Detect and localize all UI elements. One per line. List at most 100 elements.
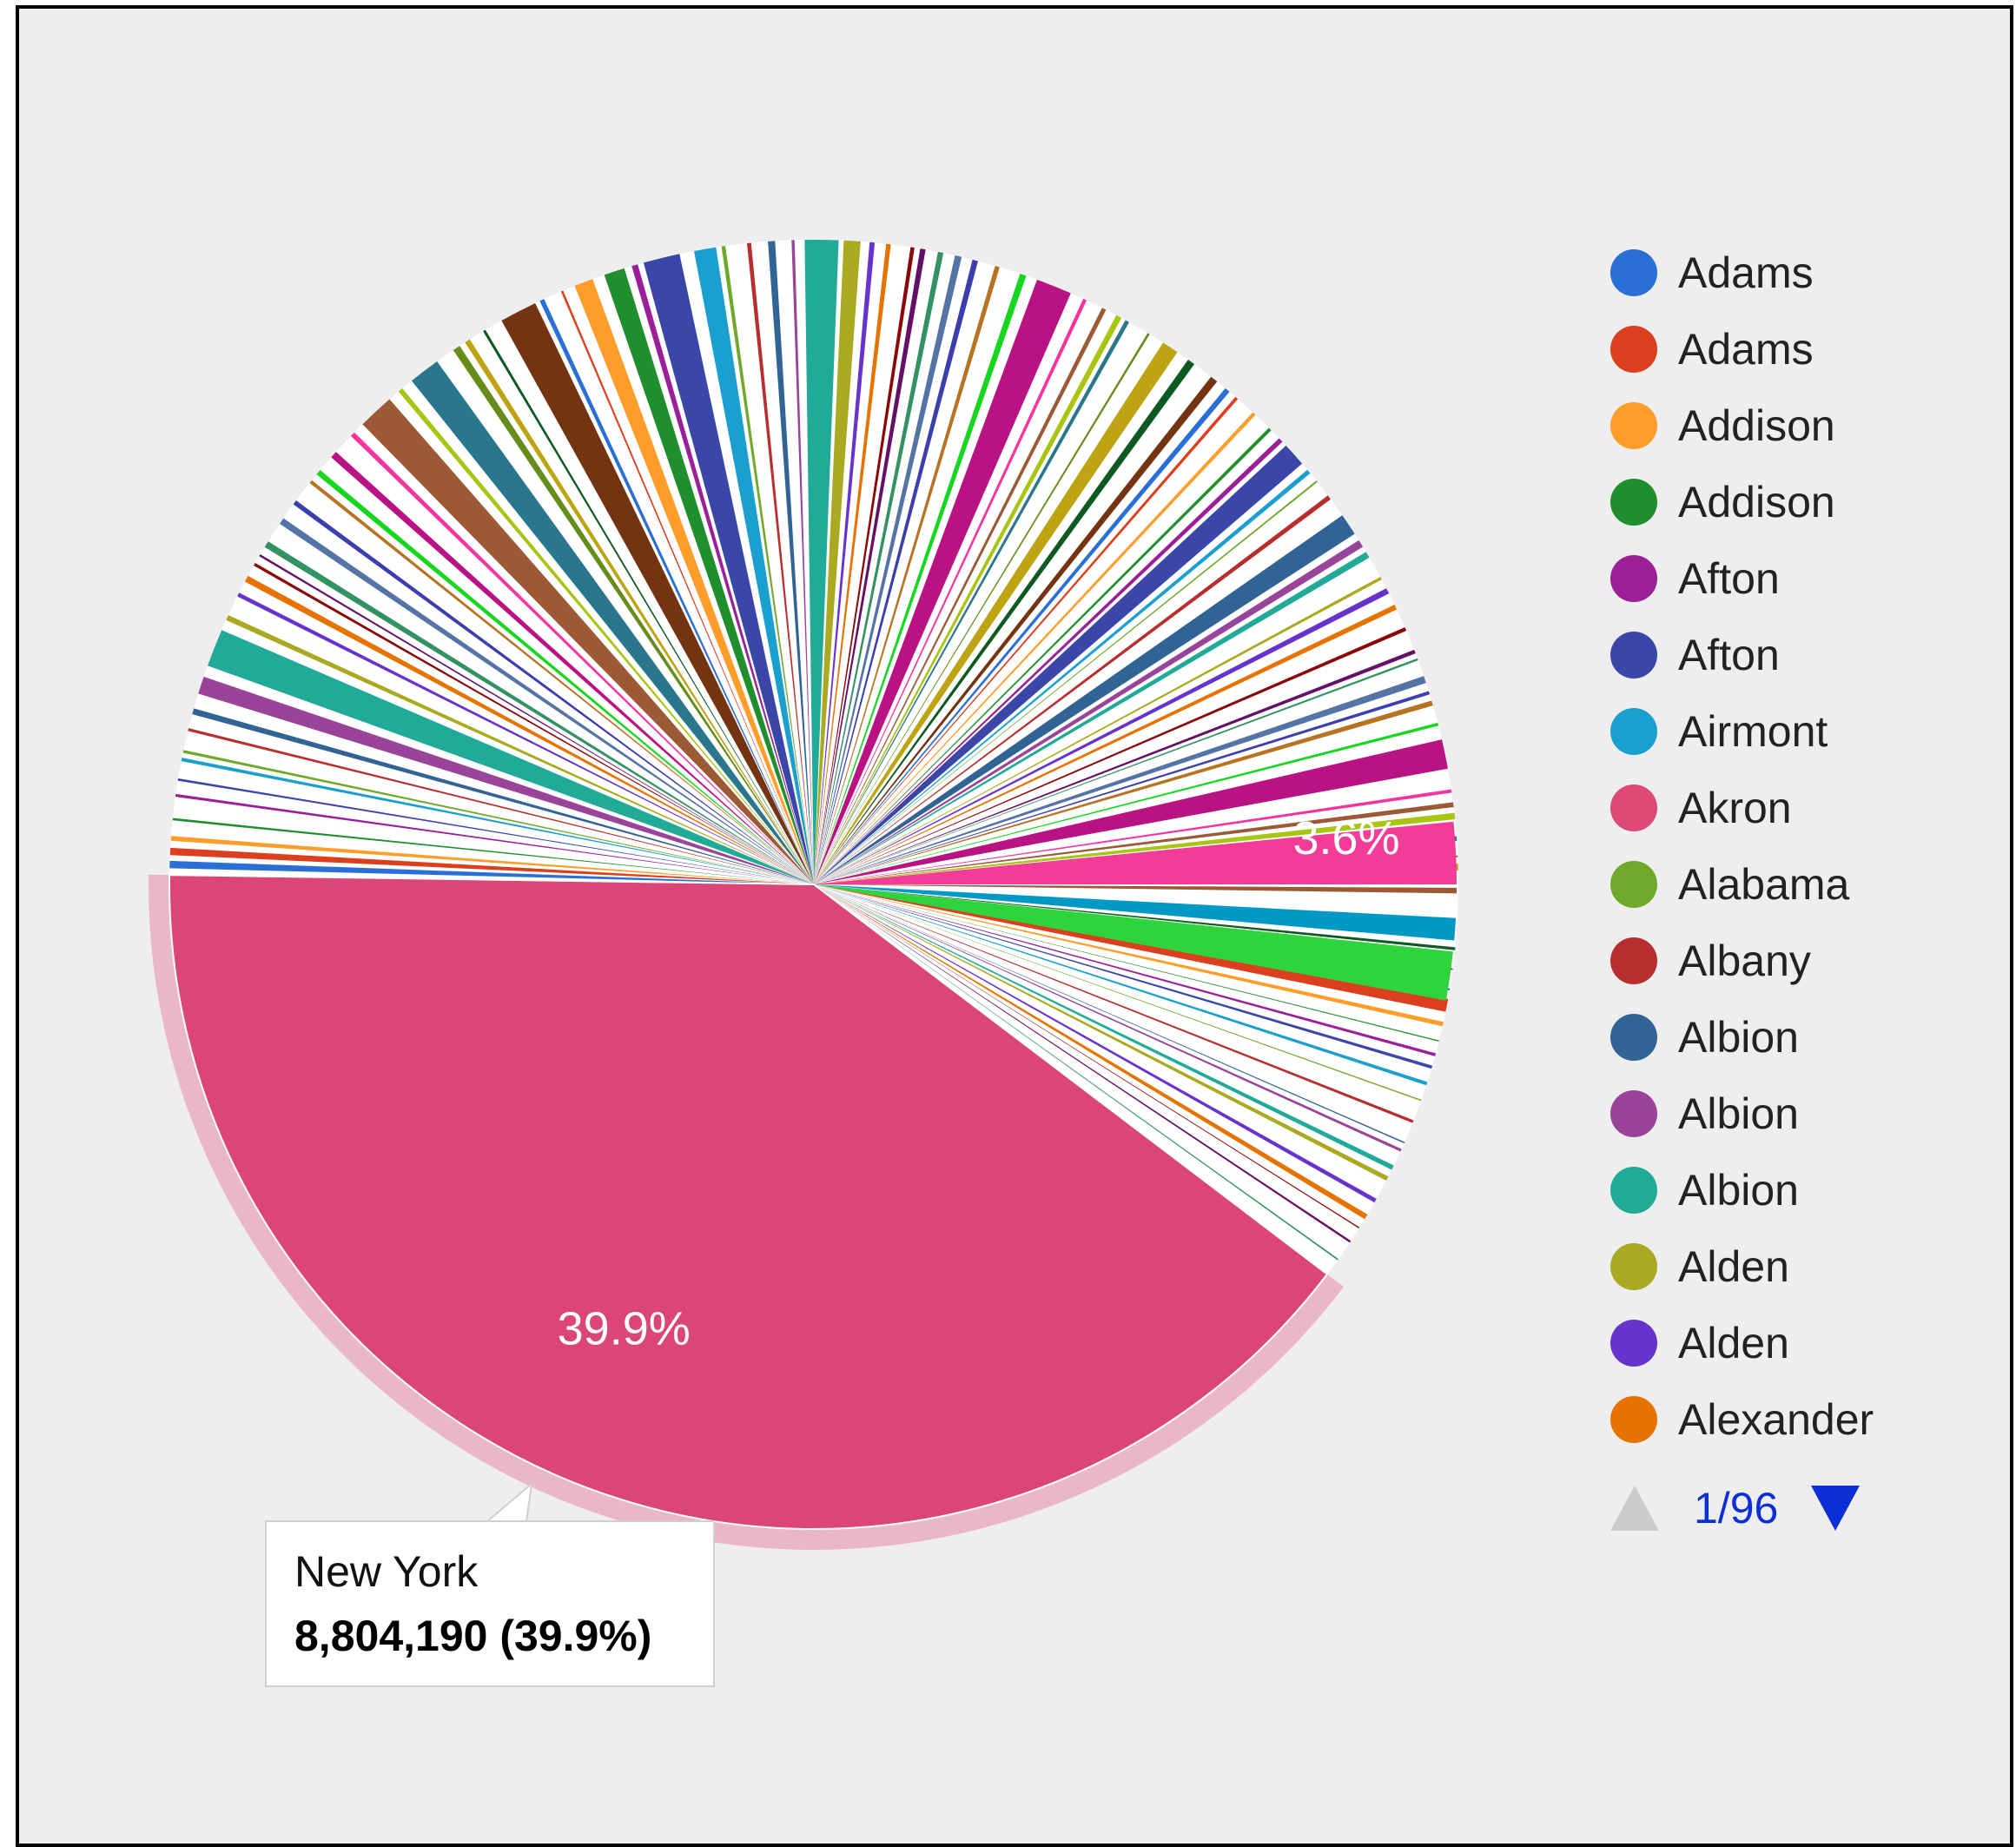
pie-slice[interactable] (814, 884, 1422, 1102)
pie-slice[interactable] (814, 251, 944, 884)
pie-slice[interactable] (574, 279, 814, 884)
pie-slice[interactable] (814, 884, 1389, 1182)
pie-slice[interactable] (188, 728, 814, 884)
legend-item[interactable]: Alabama (1610, 846, 1874, 923)
pie-slice[interactable] (814, 552, 1370, 884)
pie-slice[interactable] (643, 254, 814, 884)
pie-slice[interactable] (814, 884, 1405, 1143)
pie-slice[interactable] (814, 333, 1150, 884)
legend-item[interactable]: Addison (1610, 464, 1874, 540)
page-down-icon[interactable] (1811, 1486, 1861, 1531)
pie-slice-second[interactable] (814, 821, 1457, 884)
pie-slice[interactable] (814, 802, 1454, 884)
pie-slice[interactable] (814, 298, 1087, 884)
pie-slice[interactable] (814, 884, 1456, 941)
pie-slice[interactable] (814, 255, 962, 884)
pie-slice[interactable] (182, 750, 814, 884)
pie-slice[interactable] (814, 248, 926, 884)
pie-slice[interactable] (244, 575, 815, 884)
pie-slice[interactable] (226, 615, 814, 884)
pie-slice[interactable] (814, 884, 1428, 1086)
pie-slice[interactable] (814, 588, 1390, 884)
pie-slice[interactable] (814, 438, 1283, 884)
pie-slice[interactable] (814, 396, 1239, 884)
page-up-icon[interactable] (1610, 1486, 1659, 1531)
pie-slice[interactable] (814, 342, 1178, 884)
pie-slice[interactable] (814, 412, 1256, 884)
pie-slice[interactable] (814, 279, 1071, 884)
pie-slice[interactable] (814, 649, 1416, 884)
pie-slice[interactable] (331, 452, 814, 884)
legend-item[interactable]: Afton (1610, 617, 1874, 693)
pie-slice[interactable] (814, 495, 1332, 884)
pie-slice[interactable] (814, 308, 1107, 884)
pie-slice[interactable] (181, 758, 815, 884)
pie-slice-new-york[interactable] (169, 874, 1329, 1530)
pie-slice[interactable] (254, 563, 814, 884)
pie-slice[interactable] (411, 361, 814, 884)
pie-slice[interactable] (264, 541, 815, 884)
pie-slice[interactable] (483, 329, 814, 885)
legend-item[interactable]: Alden (1610, 1305, 1874, 1381)
pie-slice[interactable] (237, 592, 815, 884)
pie-slice[interactable] (814, 605, 1398, 884)
pie-slice[interactable] (814, 884, 1449, 1012)
pie-slice[interactable] (814, 265, 1000, 884)
pie-slice[interactable] (259, 554, 814, 884)
pie-slice[interactable] (501, 302, 814, 884)
legend-item[interactable]: Albion (1610, 1152, 1874, 1228)
pie-slice[interactable] (814, 884, 1453, 1001)
pie-slice[interactable] (721, 246, 814, 884)
pie-slice[interactable] (814, 884, 1360, 1228)
pie-slice[interactable] (814, 884, 1394, 1170)
pie-slice[interactable] (604, 268, 814, 884)
pie-slice[interactable] (814, 884, 1456, 950)
pie-slice[interactable] (177, 778, 815, 884)
pie-slice[interactable] (198, 676, 815, 884)
pie-slice[interactable] (814, 691, 1431, 884)
pie-slice[interactable] (814, 884, 1402, 1152)
pie-slice[interactable] (814, 739, 1448, 884)
pie-slice[interactable] (279, 518, 814, 884)
pie-slice[interactable] (814, 884, 1368, 1220)
pie-slice[interactable] (814, 884, 1439, 1042)
pie-slice[interactable] (172, 818, 814, 884)
legend-item[interactable]: Albany (1610, 923, 1874, 999)
pie-slice[interactable] (814, 314, 1122, 885)
legend-item[interactable]: Addison (1610, 387, 1874, 464)
legend-item[interactable]: Adams (1610, 311, 1874, 387)
pie-slice[interactable] (169, 847, 814, 884)
pie-slice[interactable] (814, 884, 1352, 1243)
pie-slice[interactable] (169, 860, 815, 884)
pie-slice[interactable] (694, 247, 814, 884)
pie-slice[interactable] (814, 812, 1456, 884)
pie-slice[interactable] (814, 515, 1355, 884)
pie-slice[interactable] (814, 884, 1338, 1261)
pie-slice[interactable] (453, 346, 814, 884)
pie-slice[interactable] (350, 432, 815, 884)
pie-slice[interactable] (814, 540, 1364, 884)
pie-slice[interactable] (814, 884, 1437, 1056)
pie-slice[interactable] (814, 320, 1130, 884)
pie-slice[interactable] (814, 259, 978, 884)
pie-slice[interactable] (814, 884, 1433, 1069)
pie-slice[interactable] (814, 359, 1195, 884)
pie-slice[interactable] (539, 299, 814, 884)
pie-slice[interactable] (814, 480, 1318, 884)
pie-slice[interactable] (814, 247, 915, 884)
pie-slice[interactable] (814, 576, 1382, 884)
pie-slice[interactable] (465, 339, 814, 884)
legend-item[interactable]: Alexander (1610, 1381, 1874, 1458)
pie-slice[interactable] (362, 399, 814, 884)
pie-slice[interactable] (814, 427, 1272, 885)
pie-slice[interactable] (814, 884, 1457, 894)
pie-slice[interactable] (398, 387, 814, 884)
pie-slice[interactable] (814, 700, 1433, 884)
pie-slice[interactable] (814, 722, 1439, 884)
pie-slice[interactable] (814, 658, 1418, 884)
pie-slice[interactable] (814, 376, 1218, 884)
legend-item[interactable]: Adams (1610, 235, 1874, 311)
pie-slice[interactable] (175, 793, 814, 884)
pie-slice[interactable] (293, 500, 815, 884)
pie-slice[interactable] (814, 884, 1414, 1123)
